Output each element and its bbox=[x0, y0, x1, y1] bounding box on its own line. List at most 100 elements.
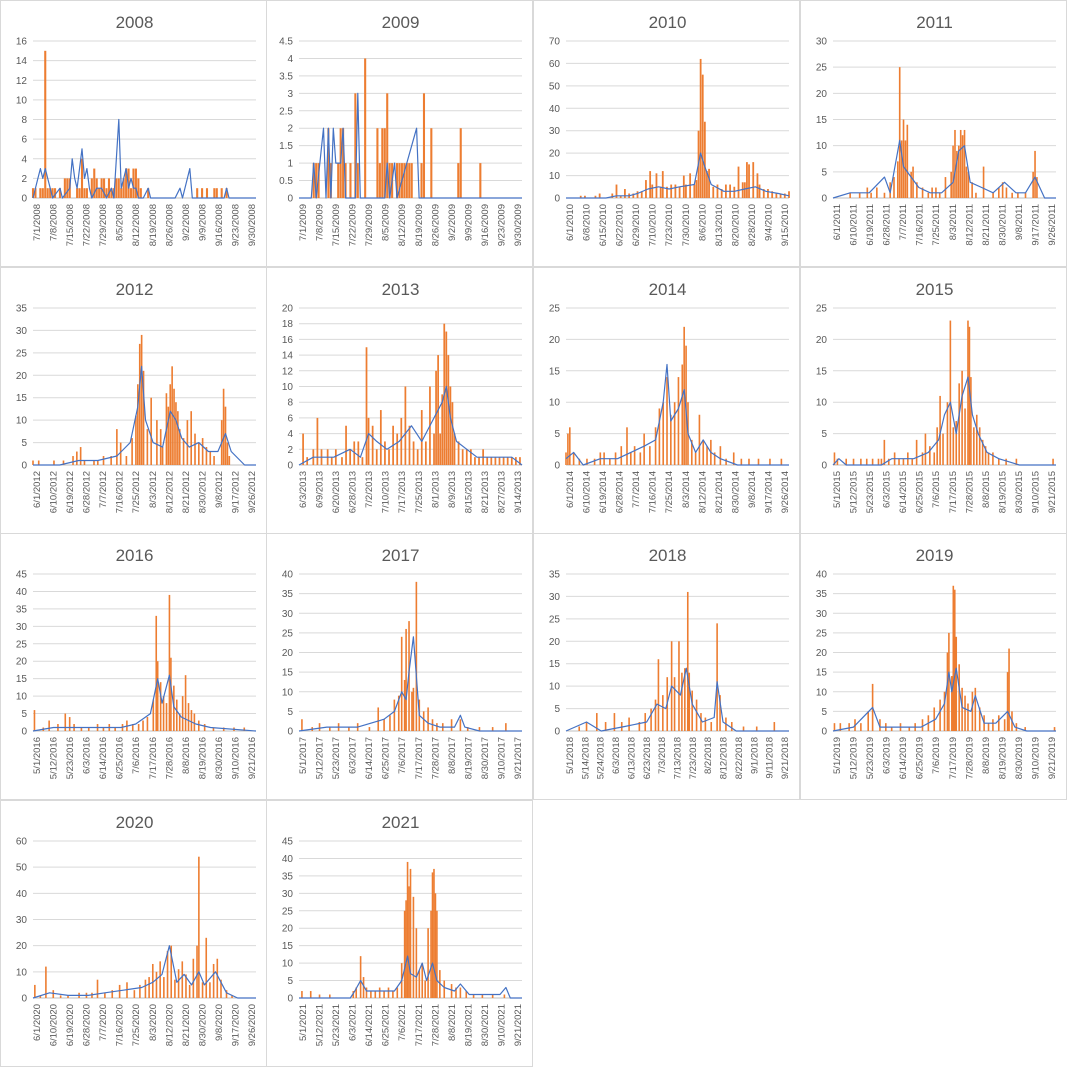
bar bbox=[383, 128, 386, 198]
bar bbox=[879, 719, 881, 731]
x-tick-label: 8/19/2009 bbox=[414, 204, 425, 246]
x-tick-label: 7/6/2017 bbox=[397, 737, 408, 774]
bar bbox=[911, 458, 914, 465]
x-tick-label: 7/7/2014 bbox=[631, 471, 642, 508]
bar bbox=[226, 442, 229, 465]
y-tick-label: 10 bbox=[16, 95, 28, 106]
x-tick-label: 7/22/2008 bbox=[82, 204, 93, 246]
bar bbox=[685, 184, 687, 198]
series-line bbox=[565, 667, 789, 732]
bar bbox=[974, 687, 977, 731]
x-tick-label: 9/23/2009 bbox=[496, 204, 507, 246]
bar bbox=[699, 58, 702, 198]
bar bbox=[102, 727, 105, 731]
bar bbox=[231, 995, 233, 998]
bar bbox=[212, 727, 215, 731]
y-tick-label: 20 bbox=[549, 149, 561, 160]
y-tick-label: 15 bbox=[282, 668, 294, 679]
bar bbox=[52, 990, 55, 998]
x-tick-label: 9/10/2017 bbox=[496, 737, 507, 779]
bar bbox=[719, 446, 722, 465]
bar bbox=[708, 168, 710, 198]
bar bbox=[472, 994, 475, 998]
bar bbox=[345, 425, 347, 465]
bar bbox=[502, 457, 505, 465]
bar bbox=[695, 180, 698, 198]
bar bbox=[196, 188, 199, 198]
bar bbox=[604, 722, 607, 731]
bar bbox=[961, 135, 964, 198]
chart-svg: 2020 0 10 20 30 40 50 60 6/1/2020 6/10/2020 6/19/2… bbox=[16, 813, 258, 1046]
y-tick-label: 60 bbox=[16, 837, 28, 848]
x-tick-label: 6/19/2012 bbox=[65, 471, 76, 513]
y-tick-label: 10 bbox=[816, 141, 828, 152]
bar bbox=[933, 707, 936, 731]
bar bbox=[162, 696, 165, 731]
x-tick-label: 8/8/2019 bbox=[981, 737, 992, 774]
bar bbox=[963, 129, 966, 198]
bar bbox=[192, 958, 195, 998]
bar bbox=[958, 664, 960, 731]
bar bbox=[173, 685, 175, 731]
y-tick-label: 0 bbox=[554, 194, 560, 205]
bar bbox=[151, 963, 154, 998]
bar bbox=[194, 433, 196, 465]
x-tick-label: 7/17/2017 bbox=[414, 737, 425, 779]
bar bbox=[703, 121, 706, 198]
bar bbox=[758, 184, 761, 198]
x-tick-label: 9/26/2011 bbox=[1047, 204, 1058, 246]
bar bbox=[883, 192, 886, 198]
y-tick-label: 10 bbox=[16, 692, 28, 703]
x-tick-label: 7/7/2012 bbox=[98, 471, 109, 508]
bar bbox=[318, 994, 321, 998]
bar bbox=[771, 191, 774, 198]
x-tick-label: 6/3/2018 bbox=[611, 737, 622, 774]
bar bbox=[76, 451, 78, 465]
bar bbox=[704, 717, 707, 731]
bar bbox=[46, 188, 49, 198]
bar bbox=[938, 192, 941, 198]
bar bbox=[159, 429, 162, 465]
x-tick-label: 6/1/2014 bbox=[565, 471, 576, 508]
x-tick-label: 8/28/2010 bbox=[747, 204, 758, 246]
bar bbox=[461, 449, 464, 465]
y-tick-label: 20 bbox=[549, 335, 561, 346]
bar bbox=[125, 168, 128, 198]
x-tick-label: 6/25/2016 bbox=[115, 737, 126, 779]
x-tick-label: 8/30/2015 bbox=[1014, 471, 1025, 513]
y-tick-label: 50 bbox=[16, 863, 28, 874]
bar bbox=[951, 676, 953, 731]
y-tick-label: 10 bbox=[282, 959, 294, 970]
bar bbox=[569, 427, 571, 465]
bar bbox=[952, 145, 954, 198]
bar bbox=[867, 711, 870, 731]
bar bbox=[152, 699, 155, 731]
y-tick-label: 15 bbox=[816, 366, 828, 377]
y-tick-label: 25 bbox=[16, 639, 28, 650]
x-tick-label: 7/10/2010 bbox=[648, 204, 659, 246]
x-tick-label: 9/11/2018 bbox=[765, 737, 776, 779]
bar bbox=[32, 460, 34, 465]
bar bbox=[737, 166, 740, 198]
x-tick-label: 7/6/2021 bbox=[397, 1004, 408, 1041]
bar bbox=[719, 695, 721, 731]
chart-title: 2011 bbox=[916, 13, 953, 32]
bar bbox=[139, 984, 141, 998]
bar bbox=[1001, 182, 1004, 198]
bar bbox=[76, 188, 79, 198]
bar bbox=[159, 682, 162, 731]
bar bbox=[915, 439, 918, 465]
x-tick-label: 9/17/2014 bbox=[763, 471, 774, 513]
bar bbox=[921, 719, 924, 731]
bar bbox=[775, 193, 778, 198]
y-tick-label: 18 bbox=[282, 319, 294, 330]
bar bbox=[967, 703, 969, 731]
bar bbox=[615, 184, 618, 198]
x-tick-label: 9/23/2008 bbox=[230, 204, 241, 246]
bar bbox=[374, 991, 377, 998]
x-tick-label: 7/28/2015 bbox=[964, 471, 975, 513]
bar bbox=[41, 188, 44, 198]
x-tick-label: 6/19/2014 bbox=[598, 471, 609, 513]
bar bbox=[876, 187, 878, 198]
bar bbox=[756, 173, 759, 198]
